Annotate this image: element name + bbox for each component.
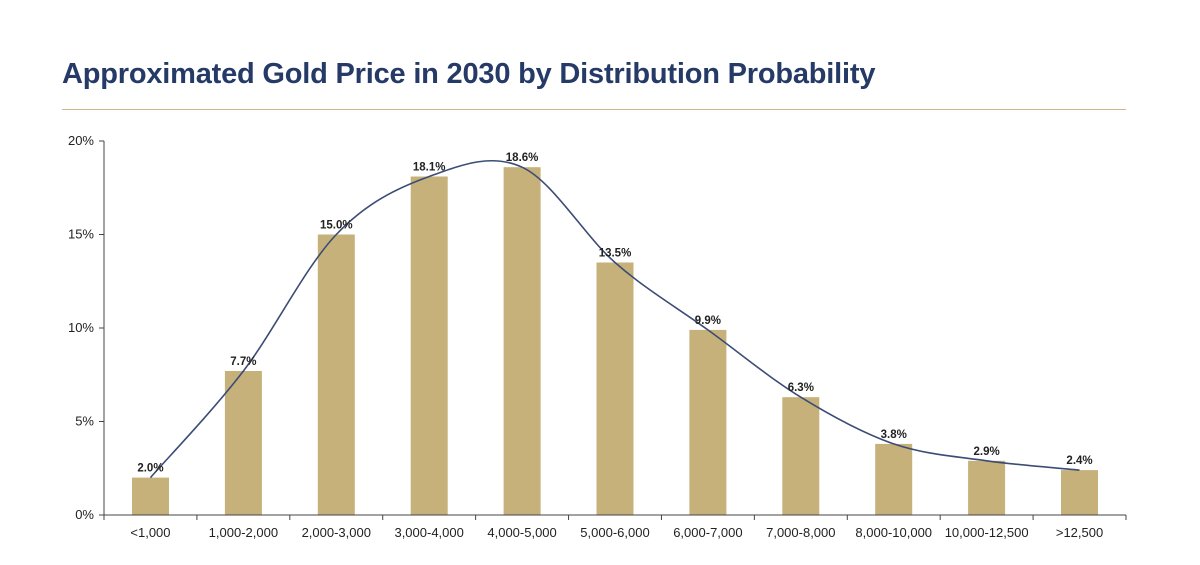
data-label-10: 2.4% <box>1066 455 1092 467</box>
bar-7 <box>782 397 820 515</box>
y-tick-label-0: 0% <box>75 507 94 522</box>
x-tick-label-1: 1,000-2,000 <box>209 525 278 540</box>
bar-0 <box>132 477 169 515</box>
bar-2 <box>317 234 355 515</box>
bar-10 <box>1061 470 1098 515</box>
bar-5 <box>596 262 634 515</box>
x-tick-label-6: 6,000-7,000 <box>673 525 742 540</box>
x-tick-label-0: <1,000 <box>130 525 170 540</box>
bar-9 <box>968 460 1006 515</box>
x-tick-label-8: 8,000-10,000 <box>855 525 932 540</box>
title-divider <box>62 109 1126 110</box>
data-label-0: 2.0% <box>137 463 163 475</box>
y-tick-label-1: 5% <box>75 414 94 429</box>
data-label-1: 7.7% <box>230 356 256 368</box>
data-label-2: 15.0% <box>320 220 353 232</box>
data-label-5: 13.5% <box>599 248 632 260</box>
axis-layer: 0% 5% 10% 15% 20% <1,000 1,000-2,000 2,000-3,00… <box>68 133 1127 540</box>
distribution-curve <box>149 160 1080 479</box>
x-tick-label-10: >12,500 <box>1056 525 1103 540</box>
data-label-4: 18.6% <box>506 152 539 164</box>
data-label-9: 2.9% <box>974 446 1000 458</box>
bar-3 <box>410 176 448 515</box>
labels-layer: 2.0% 7.7% 15.0% 18.1% 18.6% 13.5% 9.9% 6.3% 3.8%… <box>137 152 1092 474</box>
data-label-7: 6.3% <box>788 382 814 394</box>
x-tick-label-2: 2,000-3,000 <box>302 525 371 540</box>
y-tick-label-3: 15% <box>68 227 94 242</box>
x-tick-label-3: 3,000-4,000 <box>394 525 463 540</box>
data-label-6: 9.9% <box>695 315 721 327</box>
bar-4 <box>503 167 541 515</box>
bar-6 <box>689 329 727 515</box>
data-label-3: 18.1% <box>413 162 446 174</box>
x-tick-label-4: 4,000-5,000 <box>487 525 556 540</box>
data-label-8: 3.8% <box>881 429 907 441</box>
y-tick-label-2: 10% <box>68 320 94 335</box>
curve-layer <box>149 160 1080 479</box>
x-tick-label-7: 7,000-8,000 <box>766 525 835 540</box>
y-tick-label-4: 20% <box>68 133 94 148</box>
x-tick-label-9: 10,000-12,500 <box>945 525 1029 540</box>
x-tick-label-5: 5,000-6,000 <box>580 525 649 540</box>
chart-title: Approximated Gold Price in 2030 by Distr… <box>62 58 876 90</box>
bars-layer <box>132 167 1098 515</box>
bar-8 <box>875 443 913 515</box>
bar-1 <box>224 371 262 515</box>
